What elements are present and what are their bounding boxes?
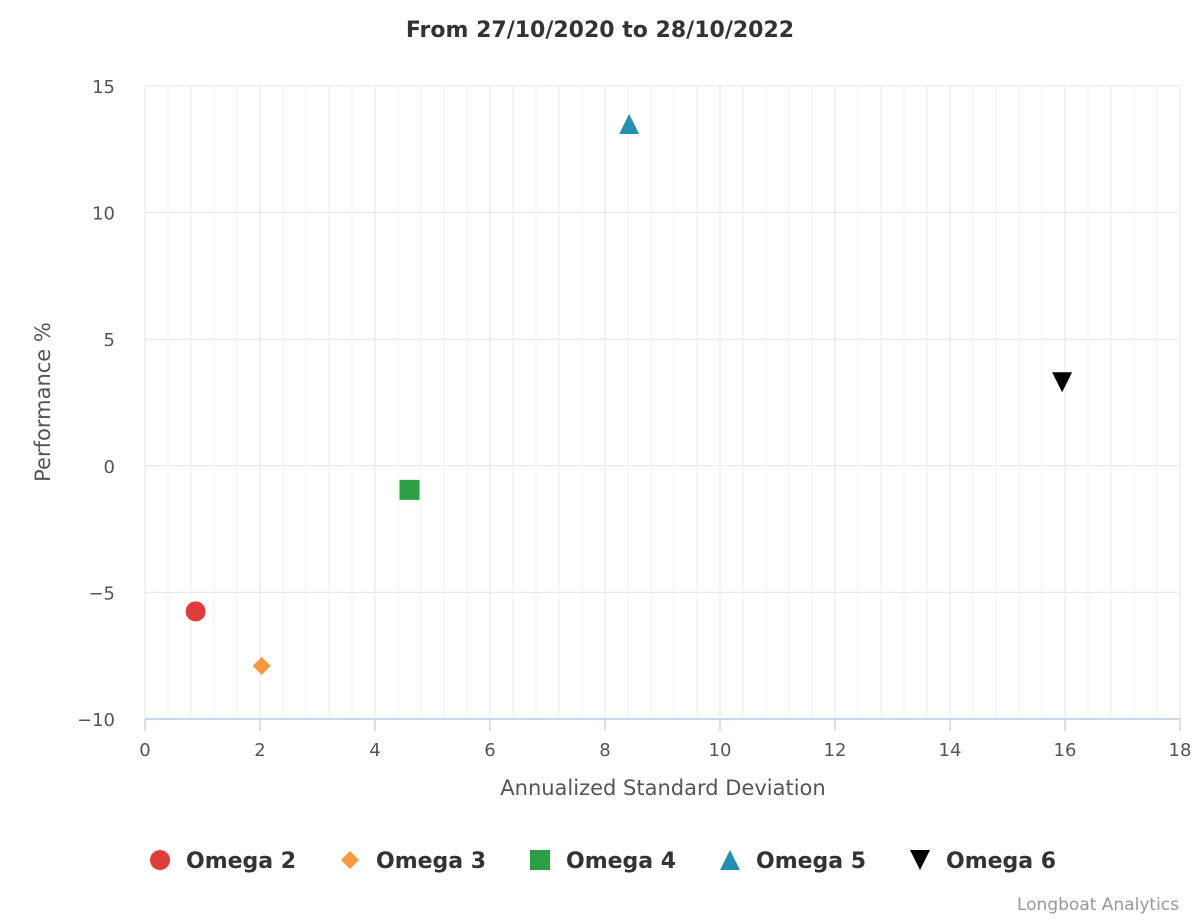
legend-label: Omega 3 (376, 849, 486, 874)
data-point-omega-4[interactable] (399, 479, 420, 500)
tick-labels: 0 2 4 6 8 10 12 14 16 18 −10 −5 0 5 10 15 (77, 77, 1191, 761)
x-axis-title: Annualized Standard Deviation (500, 776, 825, 800)
legend-marker-omega-4[interactable] (530, 850, 550, 870)
legend-label: Omega 6 (946, 849, 1056, 874)
legend-item-omega-6[interactable]: Omega 6 (910, 849, 1056, 874)
legend-label: Omega 4 (566, 849, 676, 874)
x-tick-label: 14 (939, 740, 962, 761)
axes (144, 718, 1181, 731)
legend-marker-omega-3[interactable] (341, 851, 359, 869)
x-tick-label: 12 (824, 740, 847, 761)
y-axis-title: Performance % (31, 322, 55, 482)
y-tick-label: −10 (77, 710, 115, 731)
legend-item-omega-3[interactable]: Omega 3 (341, 849, 486, 874)
data-point-omega-5[interactable] (619, 113, 640, 134)
grid-lines (144, 85, 1181, 719)
y-tick-label: 10 (92, 204, 115, 225)
y-tick-label: 0 (104, 457, 115, 478)
legend-item-omega-5[interactable]: Omega 5 (720, 849, 866, 874)
legend-marker-omega-6[interactable] (910, 850, 930, 870)
legend-marker-omega-5[interactable] (720, 850, 740, 870)
x-tick-label: 8 (599, 740, 610, 761)
x-tick-label: 2 (254, 740, 265, 761)
x-tick-label: 4 (369, 740, 380, 761)
legend: Omega 2 Omega 3 Omega 4 Omega 5 Omega 6 (150, 849, 1056, 874)
x-tick-label: 18 (1169, 740, 1192, 761)
data-point-omega-3[interactable] (252, 656, 271, 675)
y-tick-label: −5 (88, 583, 115, 604)
y-tick-label: 15 (92, 77, 115, 98)
legend-marker-omega-2[interactable] (150, 850, 170, 870)
x-tick-label: 10 (709, 740, 732, 761)
legend-label: Omega 5 (756, 849, 866, 874)
data-points (185, 113, 1073, 675)
x-tick-label: 16 (1054, 740, 1077, 761)
x-tick-label: 0 (139, 740, 150, 761)
chart-title: From 27/10/2020 to 28/10/2022 (406, 18, 794, 43)
legend-label: Omega 2 (186, 849, 296, 874)
x-tick-label: 6 (484, 740, 495, 761)
legend-item-omega-4[interactable]: Omega 4 (530, 849, 676, 874)
y-tick-label: 5 (104, 330, 115, 351)
data-point-omega-6[interactable] (1052, 372, 1073, 393)
data-point-omega-2[interactable] (185, 601, 206, 622)
credits-text[interactable]: Longboat Analytics (1017, 895, 1179, 915)
legend-item-omega-2[interactable]: Omega 2 (150, 849, 296, 874)
